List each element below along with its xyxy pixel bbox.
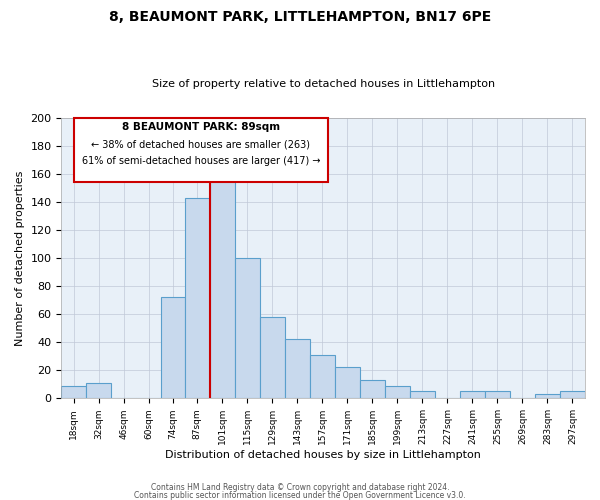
Bar — [360, 380, 385, 398]
X-axis label: Distribution of detached houses by size in Littlehampton: Distribution of detached houses by size … — [165, 450, 481, 460]
Bar — [235, 258, 260, 398]
Bar — [260, 317, 285, 398]
Bar — [210, 162, 235, 398]
Bar — [161, 298, 185, 398]
Text: ← 38% of detached houses are smaller (263): ← 38% of detached houses are smaller (26… — [91, 139, 310, 149]
Bar — [560, 392, 585, 398]
Y-axis label: Number of detached properties: Number of detached properties — [15, 170, 25, 346]
FancyBboxPatch shape — [74, 118, 328, 182]
Text: 8, BEAUMONT PARK, LITTLEHAMPTON, BN17 6PE: 8, BEAUMONT PARK, LITTLEHAMPTON, BN17 6P… — [109, 10, 491, 24]
Bar — [86, 383, 112, 398]
Text: Contains public sector information licensed under the Open Government Licence v3: Contains public sector information licen… — [134, 490, 466, 500]
Bar — [460, 392, 485, 398]
Text: 61% of semi-detached houses are larger (417) →: 61% of semi-detached houses are larger (… — [82, 156, 320, 166]
Bar — [185, 198, 210, 398]
Bar — [485, 392, 510, 398]
Bar — [285, 340, 310, 398]
Bar — [410, 392, 435, 398]
Bar — [310, 355, 335, 399]
Text: 8 BEAUMONT PARK: 89sqm: 8 BEAUMONT PARK: 89sqm — [122, 122, 280, 132]
Title: Size of property relative to detached houses in Littlehampton: Size of property relative to detached ho… — [152, 79, 495, 89]
Bar — [335, 368, 360, 398]
Bar — [61, 386, 86, 398]
Text: Contains HM Land Registry data © Crown copyright and database right 2024.: Contains HM Land Registry data © Crown c… — [151, 484, 449, 492]
Bar — [385, 386, 410, 398]
Bar — [535, 394, 560, 398]
